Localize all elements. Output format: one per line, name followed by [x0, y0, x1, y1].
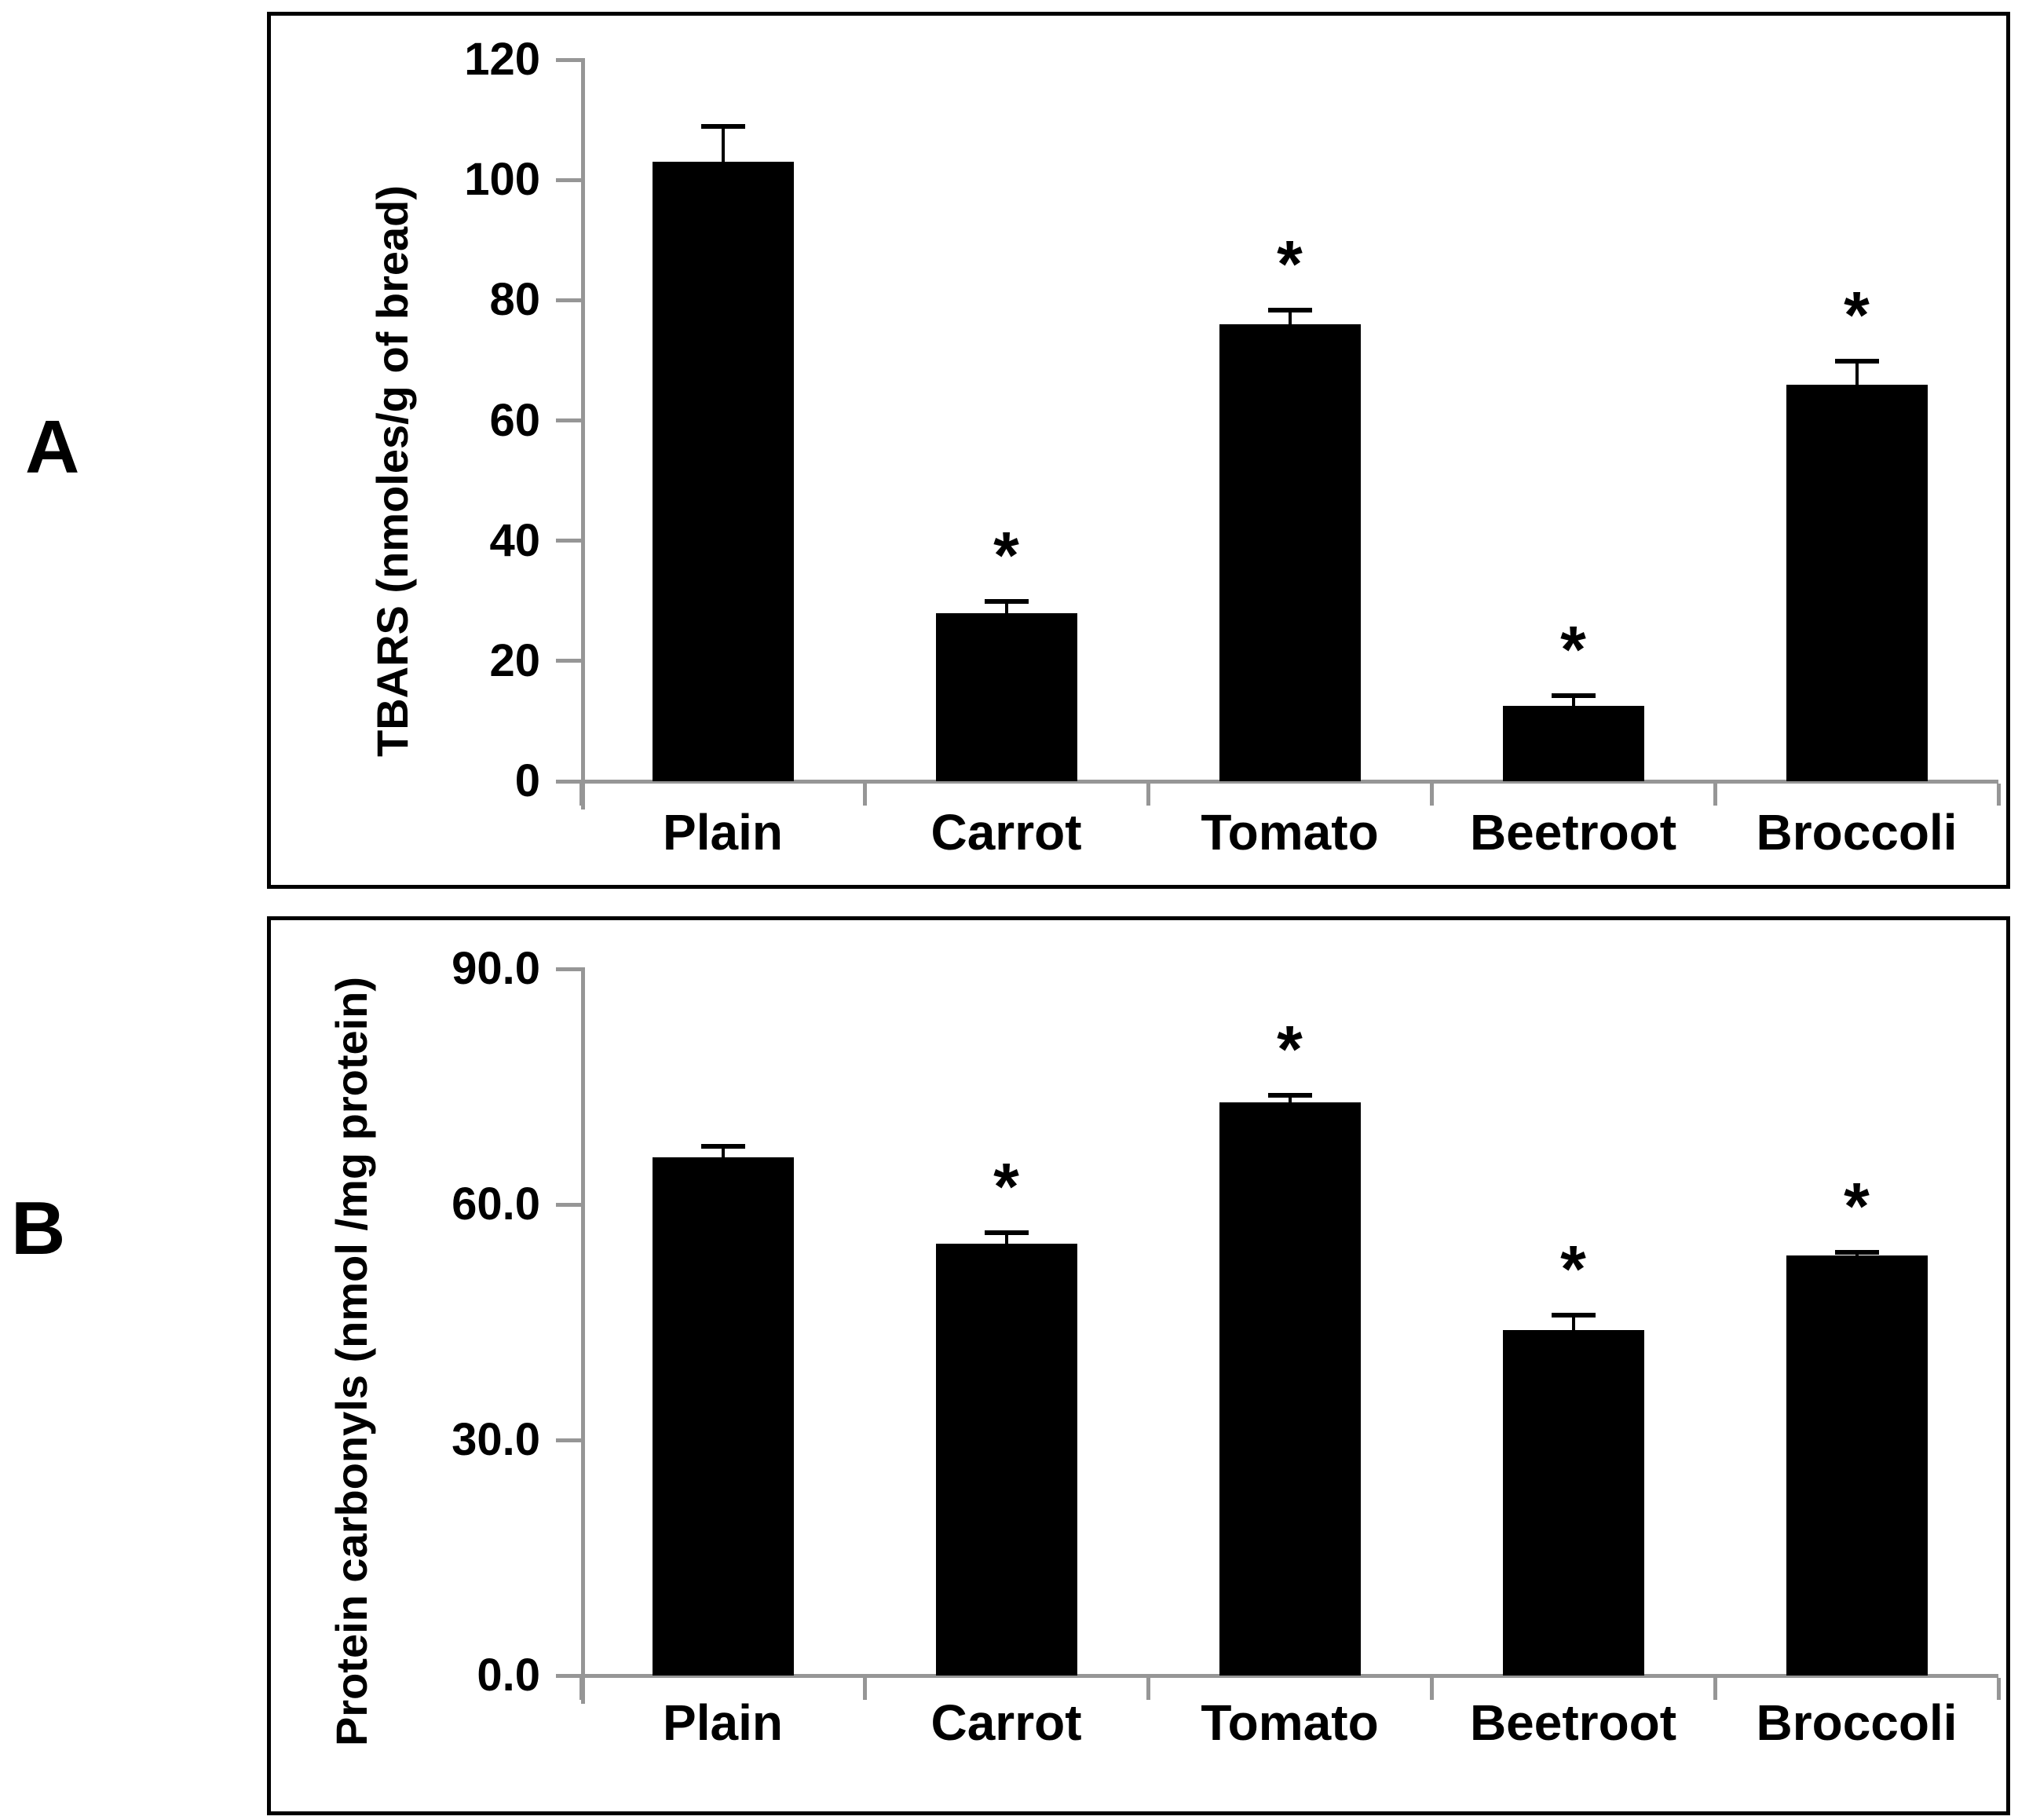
x-label-carrot: Carrot [930, 804, 1082, 861]
x-axis-line [581, 1673, 1998, 1678]
panel-a-letter: A [25, 405, 80, 489]
significance-star-beetroot: * [1560, 612, 1586, 687]
x-label-plain: Plain [663, 1694, 783, 1751]
x-boundary-tick [579, 783, 583, 806]
x-boundary-tick [1429, 783, 1434, 806]
error-bar-cap-beetroot [1551, 1313, 1596, 1317]
x-boundary-tick [1996, 783, 2001, 806]
x-boundary-tick [1429, 1677, 1434, 1700]
error-bar-cap-broccoli [1834, 1250, 1879, 1255]
x-label-beetroot: Beetroot [1469, 804, 1677, 861]
bar-beetroot [1502, 706, 1644, 781]
error-bar-beetroot [1571, 1314, 1575, 1330]
panel-a-frame [267, 12, 2010, 889]
y-tick [556, 418, 581, 422]
error-bar-beetroot [1571, 695, 1575, 707]
y-axis-line [581, 967, 585, 1704]
x-label-broccoli: Broccoli [1756, 1694, 1958, 1751]
y-tick-label: 0.0 [477, 1650, 540, 1701]
significance-star-tomato: * [1277, 226, 1303, 301]
error-bar-cap-plain [700, 1144, 745, 1149]
bar-tomato [1219, 323, 1361, 781]
y-tick [556, 57, 581, 62]
panel-b-letter: B [11, 1186, 66, 1270]
x-label-tomato: Tomato [1201, 804, 1379, 861]
x-label-tomato: Tomato [1201, 1694, 1379, 1751]
x-axis-line [581, 779, 1998, 784]
error-bar-tomato [1288, 309, 1292, 324]
bar-carrot [935, 1244, 1077, 1676]
x-label-broccoli: Broccoli [1756, 804, 1958, 861]
significance-star-carrot: * [993, 1149, 1019, 1223]
bar-carrot [935, 612, 1077, 781]
error-bar-carrot [1004, 601, 1008, 613]
y-tick [556, 779, 581, 784]
y-tick [556, 298, 581, 302]
y-tick-label: 60.0 [452, 1179, 540, 1230]
x-boundary-tick [1146, 1677, 1150, 1700]
significance-star-broccoli: * [1844, 1169, 1870, 1243]
error-bar-broccoli [1855, 360, 1859, 385]
y-tick [556, 659, 581, 663]
error-bar-cap-tomato [1267, 1093, 1312, 1098]
y-axis-line [581, 58, 585, 809]
y-tick-label: 120 [464, 34, 540, 85]
y-tick-label: 20 [489, 634, 540, 686]
error-bar-cap-beetroot [1551, 693, 1596, 699]
error-bar-cap-carrot [984, 1230, 1029, 1235]
error-bar-tomato [1288, 1095, 1292, 1102]
significance-star-carrot: * [993, 518, 1019, 593]
bar-plain [652, 1157, 794, 1676]
bar-broccoli [1786, 1255, 1928, 1676]
x-boundary-tick [579, 1677, 583, 1700]
x-boundary-tick [1146, 783, 1150, 806]
y-tick-label: 40 [489, 514, 540, 566]
x-boundary-tick [862, 783, 867, 806]
error-bar-plain [721, 1146, 725, 1157]
y-tick [556, 1438, 581, 1442]
y-tick-label: 100 [464, 154, 540, 206]
y-tick [556, 539, 581, 543]
bar-broccoli [1786, 384, 1928, 781]
y-tick-label: 90.0 [452, 943, 540, 994]
y-tick-label: 80 [489, 274, 540, 326]
significance-star-tomato: * [1277, 1012, 1303, 1086]
error-bar-cap-tomato [1267, 307, 1312, 312]
x-boundary-tick [1713, 783, 1717, 806]
y-tick [556, 1202, 581, 1207]
error-bar-cap-plain [700, 124, 745, 130]
panel-a-y-axis-title: TBARS (nmoles/g of bread) [367, 185, 417, 758]
significance-star-beetroot: * [1560, 1232, 1586, 1306]
error-bar-cap-carrot [984, 599, 1029, 605]
x-label-beetroot: Beetroot [1469, 1694, 1677, 1751]
y-tick [556, 177, 581, 182]
bar-plain [652, 162, 794, 781]
x-boundary-tick [862, 1677, 867, 1700]
y-tick-label: 0 [514, 755, 540, 806]
panel-b-y-axis-title: Protein carbonyls (nmol /mg protein) [327, 976, 376, 1747]
bar-tomato [1219, 1102, 1361, 1676]
error-bar-plain [721, 126, 725, 163]
y-tick [556, 967, 581, 971]
significance-star-broccoli: * [1844, 277, 1870, 352]
error-bar-carrot [1004, 1232, 1008, 1244]
error-bar-cap-broccoli [1834, 358, 1879, 364]
x-label-plain: Plain [663, 804, 783, 861]
y-tick [556, 1673, 581, 1678]
x-label-carrot: Carrot [930, 1694, 1082, 1751]
x-boundary-tick [1713, 1677, 1717, 1700]
y-tick-label: 30.0 [452, 1414, 540, 1465]
bar-beetroot [1502, 1330, 1644, 1676]
panel-b-frame [267, 916, 2010, 1815]
x-boundary-tick [1996, 1677, 2001, 1700]
y-tick-label: 60 [489, 394, 540, 446]
